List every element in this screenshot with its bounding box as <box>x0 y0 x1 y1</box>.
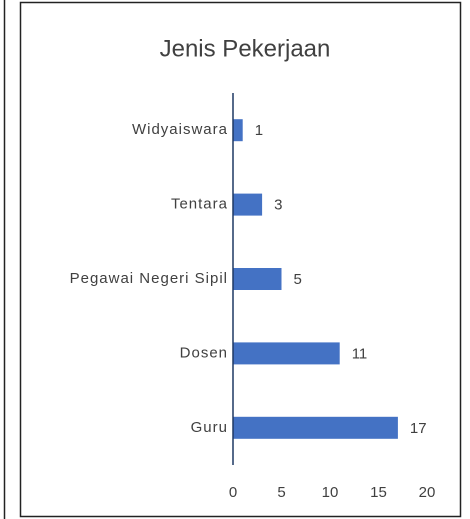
data-label: 5 <box>294 271 302 288</box>
y-tick-label: Dosen <box>180 344 228 361</box>
bar <box>233 119 243 142</box>
chart-title: Jenis Pekerjaan <box>160 35 331 62</box>
x-tick-label: 15 <box>370 484 387 501</box>
y-tick-label: Guru <box>191 419 228 436</box>
chart-frame <box>19 1 462 518</box>
bar <box>233 342 340 365</box>
data-label: 1 <box>255 122 263 139</box>
y-tick-label: Widyaiswara <box>132 121 228 138</box>
data-label: 17 <box>410 420 427 437</box>
data-label: 11 <box>352 345 368 362</box>
bar <box>233 193 263 216</box>
y-tick-label: Pegawai Negeri Sipil <box>70 270 228 287</box>
x-tick-label: 5 <box>277 484 285 501</box>
y-tick-label: Tentara <box>171 196 228 213</box>
x-tick-label: 10 <box>322 484 339 501</box>
x-tick-label: 0 <box>229 484 237 501</box>
bar <box>233 268 282 290</box>
x-tick-label: 20 <box>419 484 436 501</box>
bar <box>233 416 398 439</box>
data-label: 3 <box>274 197 282 214</box>
